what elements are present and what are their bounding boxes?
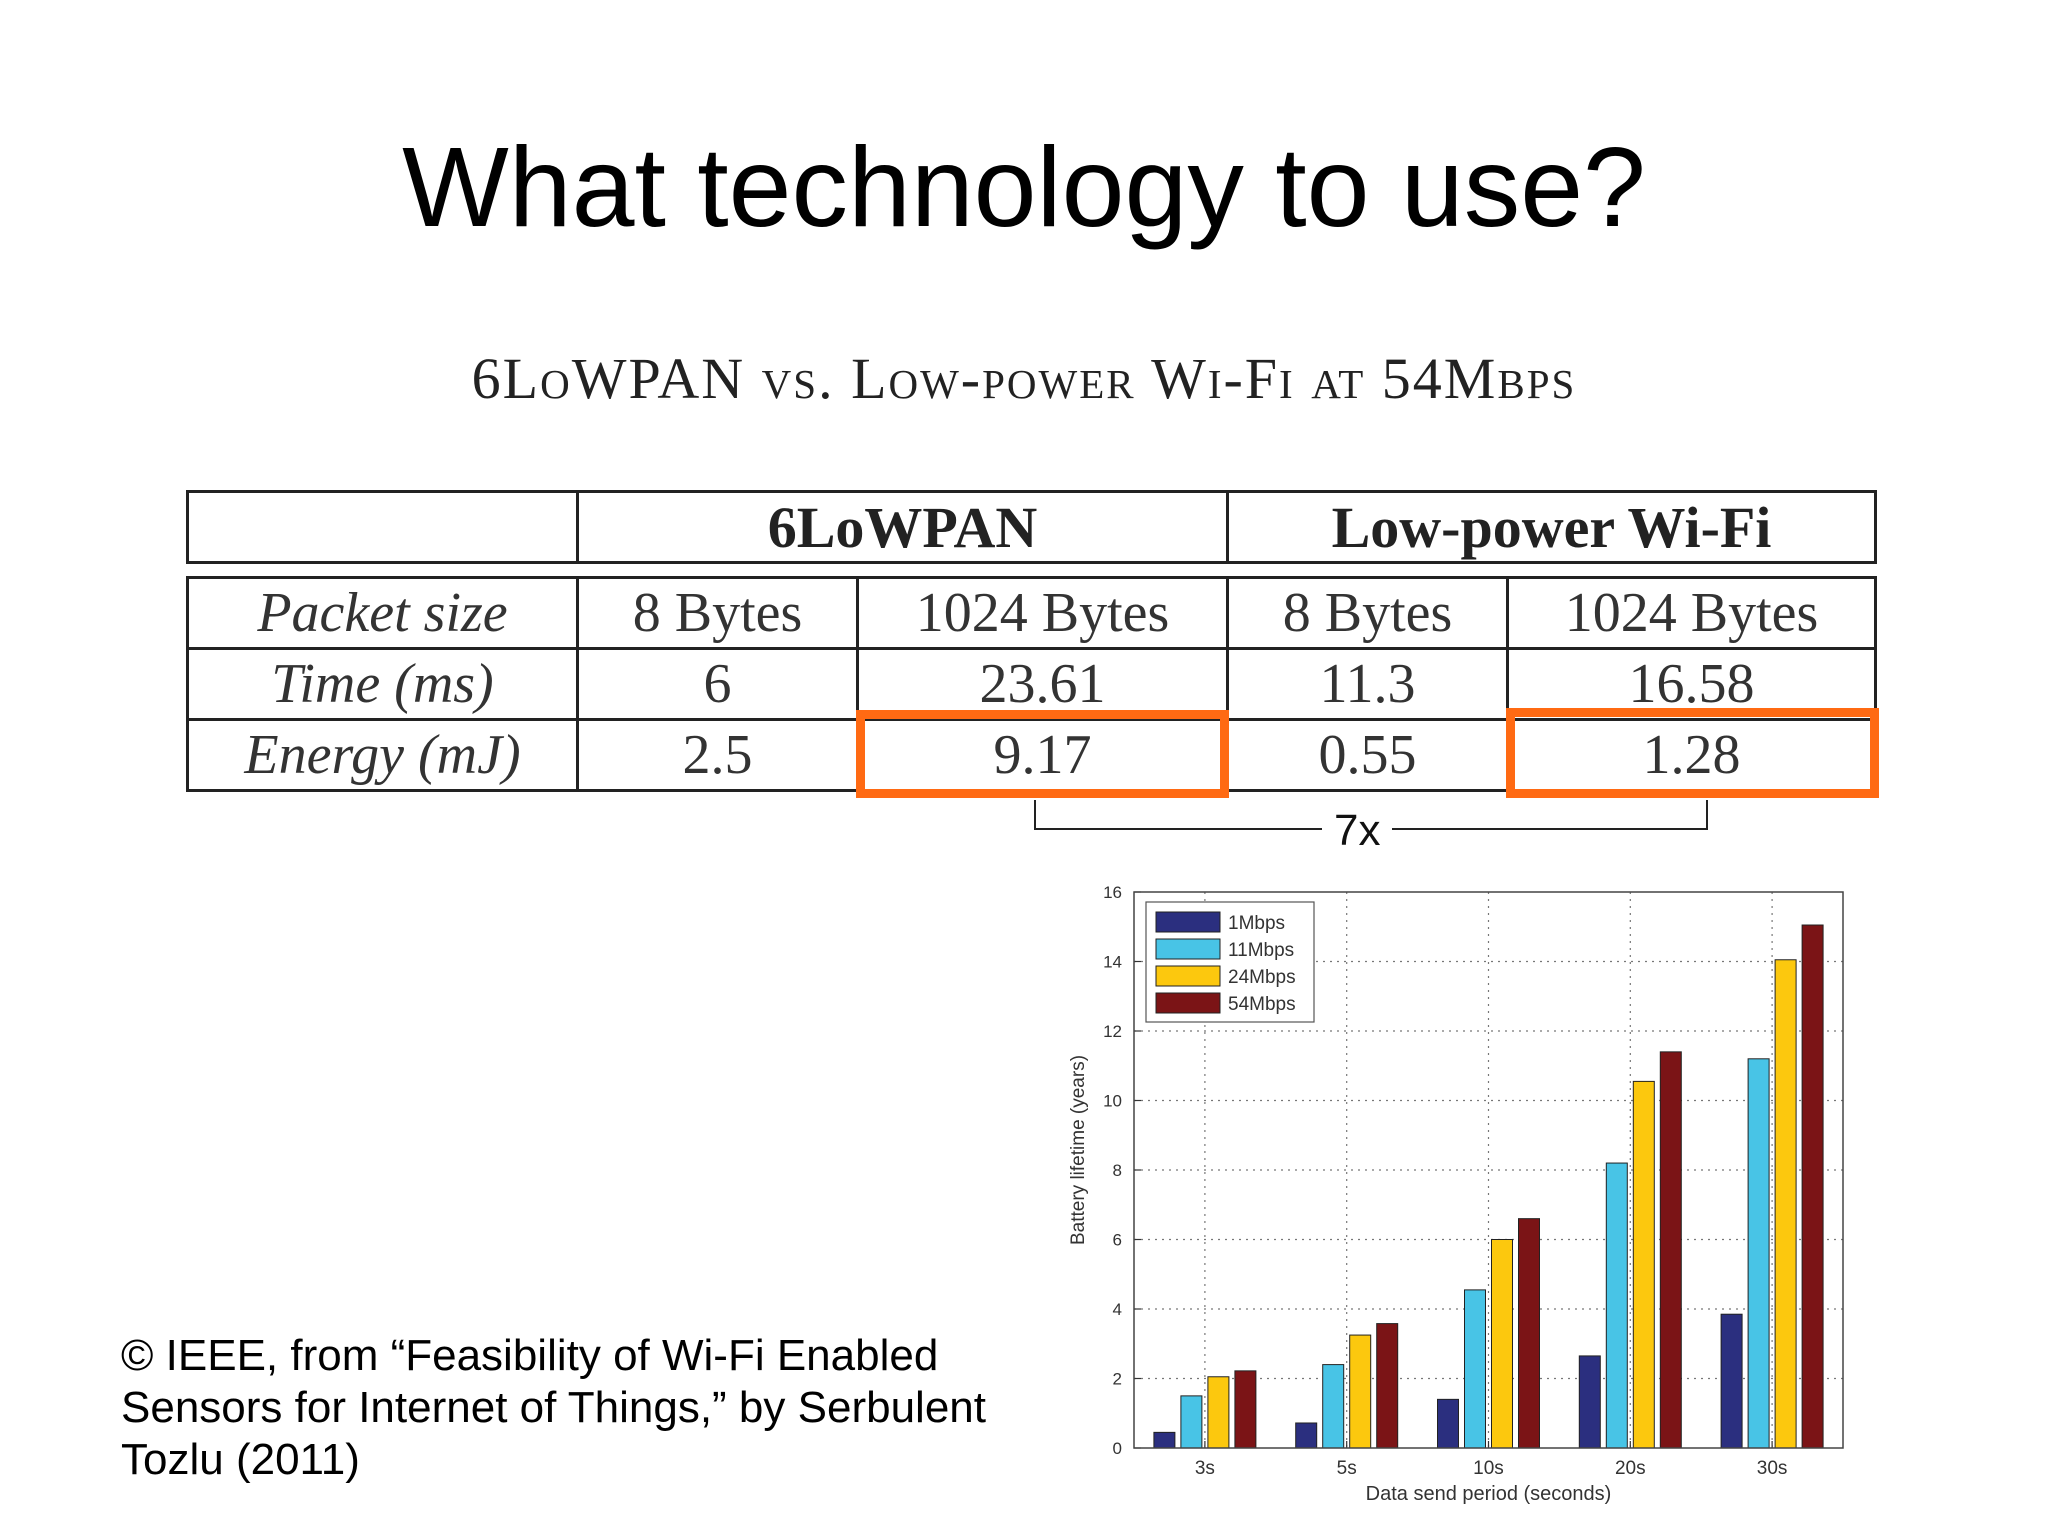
legend-swatch-1mbps [1155, 911, 1221, 933]
row-label-time: Time (ms) [186, 647, 579, 721]
legend-label-24mbps: 24Mbps [1228, 967, 1296, 988]
bar-24mbps-30s [1774, 959, 1797, 1449]
table-caption: 6LoWPAN vs. Low-power Wi-Fi at 54Mbps [471, 346, 1577, 411]
x-axis-label: Data send period (seconds) [1366, 1483, 1612, 1505]
bar-11mbps-30s [1747, 1058, 1770, 1449]
table-cell: 1024 Bytes [856, 576, 1229, 650]
table-cell: 2.5 [576, 718, 859, 792]
table-corner-cell [186, 490, 579, 564]
group-header-wifi: Low-power Wi-Fi [1226, 490, 1877, 564]
highlight-wifi-energy [1506, 708, 1879, 798]
legend-label-11mbps: 11Mbps [1228, 940, 1294, 961]
table-cell: 8 Bytes [1226, 576, 1509, 650]
y-tick-label: 4 [1113, 1300, 1122, 1319]
y-tick-label: 14 [1103, 953, 1122, 972]
legend-swatch-54mbps [1155, 992, 1221, 1014]
bar-11mbps-5s [1322, 1364, 1345, 1449]
slide-title: What technology to use? [402, 124, 1646, 250]
legend-swatch-11mbps [1155, 938, 1221, 960]
bar-11mbps-3s [1180, 1395, 1203, 1449]
y-tick-label: 6 [1113, 1231, 1122, 1250]
group-header-6lowpan: 6LoWPAN [576, 490, 1229, 564]
y-axis-label: Battery lifetime (years) [1068, 1055, 1089, 1245]
table-cell: 8 Bytes [576, 576, 859, 650]
y-tick-label: 12 [1103, 1022, 1122, 1041]
table-cell: 6 [576, 647, 859, 721]
table-cell: 0.55 [1226, 718, 1509, 792]
bar-1mbps-10s [1437, 1398, 1459, 1449]
comparison-table: 6LoWPAN Low-power Wi-Fi Packet size 8 By… [186, 490, 1879, 856]
y-tick-label: 16 [1103, 883, 1122, 902]
bar-1mbps-5s [1295, 1422, 1318, 1449]
x-tick-label: 3s [1195, 1458, 1215, 1479]
bar-11mbps-10s [1464, 1289, 1486, 1449]
ratio-label: 7x [1322, 806, 1393, 856]
credit-line: Tozlu (2011) [121, 1435, 360, 1484]
row-label-energy: Energy (mJ) [186, 718, 579, 792]
bar-24mbps-5s [1349, 1334, 1372, 1449]
bar-24mbps-3s [1207, 1376, 1230, 1449]
bar-24mbps-20s [1632, 1080, 1655, 1449]
table-cell: 11.3 [1226, 647, 1509, 721]
legend-swatch-24mbps [1155, 965, 1221, 987]
credit-line: Sensors for Internet of Things,” by Serb… [121, 1383, 986, 1432]
bar-24mbps-10s [1491, 1239, 1513, 1449]
bar-1mbps-20s [1578, 1355, 1601, 1449]
bar-54mbps-5s [1376, 1323, 1399, 1449]
bar-1mbps-3s [1153, 1431, 1176, 1449]
battery-lifetime-chart: 0 2 4 6 8 10 12 14 16 3s 5s 10s 20s 30s 1Mbps 11Mbps 24M… [1068, 883, 1844, 1505]
x-tick-label: 30s [1757, 1458, 1788, 1479]
y-tick-label: 2 [1113, 1370, 1122, 1389]
bar-54mbps-3s [1234, 1370, 1257, 1449]
bar-1mbps-30s [1720, 1313, 1743, 1449]
x-tick-label: 20s [1615, 1458, 1646, 1479]
x-tick-label: 10s [1473, 1458, 1504, 1479]
highlight-6lowpan-energy [856, 710, 1229, 798]
bar-54mbps-10s [1518, 1218, 1540, 1449]
bar-11mbps-20s [1605, 1162, 1628, 1449]
credit-line: © IEEE, from “Feasibility of Wi-Fi Enabl… [121, 1331, 939, 1380]
row-label-packet-size: Packet size [186, 576, 579, 650]
bar-54mbps-20s [1659, 1051, 1682, 1449]
x-tick-label: 5s [1337, 1458, 1357, 1479]
plot-frame [1133, 891, 1844, 1449]
table-cell: 1024 Bytes [1506, 576, 1877, 650]
y-tick-label: 0 [1113, 1439, 1122, 1458]
source-credit: © IEEE, from “Feasibility of Wi-Fi Enabl… [121, 1330, 1061, 1486]
y-tick-label: 8 [1113, 1161, 1122, 1180]
legend-label-54mbps: 54Mbps [1228, 994, 1296, 1015]
bar-54mbps-30s [1801, 924, 1824, 1449]
legend-label-1mbps: 1Mbps [1228, 913, 1285, 934]
y-tick-label: 10 [1103, 1092, 1122, 1111]
